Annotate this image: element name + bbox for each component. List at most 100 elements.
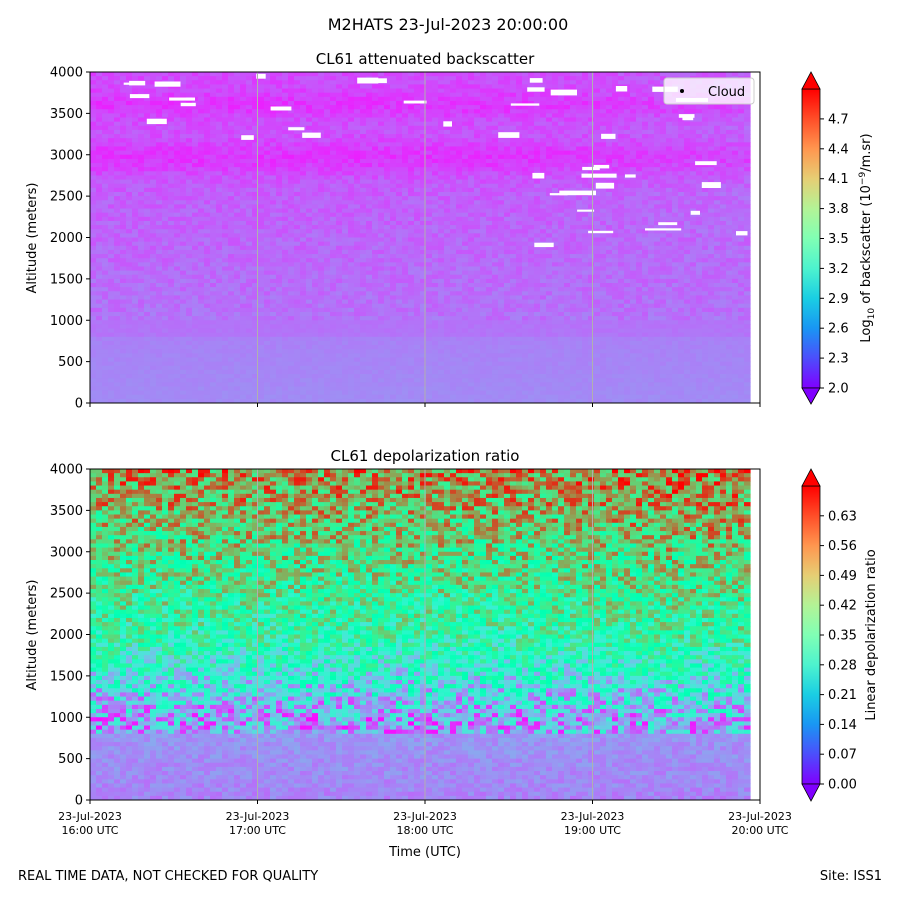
- heatmap-cell: [216, 171, 223, 177]
- heatmap-cell: [132, 200, 139, 205]
- heatmap-cell: [582, 216, 589, 222]
- heatmap-cell: [348, 225, 355, 230]
- heatmap-cell: [486, 134, 493, 139]
- heatmap-cell: [684, 72, 691, 77]
- heatmap-cell: [186, 225, 193, 230]
- heatmap-cell: [114, 212, 121, 218]
- heatmap-cell: [546, 249, 553, 255]
- heatmap-cell: [180, 216, 187, 222]
- heatmap-cell: [636, 196, 643, 201]
- heatmap-cell: [228, 200, 235, 205]
- heatmap-cell: [378, 183, 385, 189]
- heatmap-cell: [654, 80, 661, 86]
- heatmap-cell: [744, 196, 751, 201]
- heatmap-cell: [306, 154, 313, 160]
- heatmap-cell: [666, 121, 673, 127]
- heatmap-cell: [642, 175, 649, 181]
- heatmap-cell: [180, 92, 187, 98]
- heatmap-cell: [288, 183, 295, 189]
- heatmap-cell: [474, 200, 481, 205]
- heatmap-cell: [186, 237, 193, 243]
- heatmap-cell: [264, 175, 271, 181]
- heatmap-cell: [396, 146, 403, 152]
- heatmap-cell: [396, 254, 403, 259]
- heatmap-cell: [240, 88, 247, 94]
- heatmap-cell: [342, 125, 349, 131]
- heatmap-cell: [336, 158, 343, 164]
- heatmap-cell: [648, 237, 655, 243]
- heatmap-cell: [570, 179, 577, 185]
- heatmap-cell: [612, 117, 619, 123]
- heatmap-cell: [516, 249, 523, 255]
- heatmap-cell: [258, 196, 265, 201]
- heatmap-cell: [192, 237, 199, 243]
- heatmap-cell: [426, 113, 433, 119]
- heatmap-cell: [546, 154, 553, 160]
- heatmap-cell: [354, 150, 361, 156]
- heatmap-cell: [390, 92, 397, 98]
- heatmap-cell: [660, 100, 667, 106]
- heatmap-cell: [708, 167, 715, 172]
- heatmap-cell: [198, 220, 205, 226]
- heatmap-cell: [744, 187, 751, 193]
- heatmap-cell: [342, 171, 349, 177]
- heatmap-cell: [564, 105, 571, 110]
- heatmap-cell: [312, 100, 319, 106]
- heatmap-cell: [438, 142, 445, 148]
- heatmap-cell: [300, 233, 307, 239]
- heatmap-cell: [342, 233, 349, 239]
- heatmap-cell: [132, 233, 139, 239]
- heatmap-cell: [306, 84, 313, 90]
- heatmap-cell: [708, 191, 715, 197]
- heatmap-cell: [684, 171, 691, 177]
- heatmap-cell: [402, 92, 409, 98]
- heatmap-cell: [462, 249, 469, 255]
- heatmap-cell: [660, 175, 667, 181]
- heatmap-cell: [660, 204, 667, 210]
- heatmap-cell: [144, 233, 151, 239]
- heatmap-cell: [522, 158, 529, 164]
- heatmap-cell: [282, 163, 289, 168]
- heatmap-cell: [174, 241, 181, 247]
- heatmap-cell: [432, 200, 439, 205]
- heatmap-cell: [276, 80, 283, 86]
- heatmap-cell: [504, 212, 511, 218]
- heatmap-cell: [420, 138, 427, 143]
- heatmap-cell: [534, 249, 541, 255]
- heatmap-cell: [522, 84, 529, 90]
- heatmap-cell: [150, 216, 157, 222]
- heatmap-cell: [456, 138, 463, 143]
- heatmap-cell: [312, 163, 319, 168]
- heatmap-cell: [588, 196, 595, 201]
- heatmap-cell: [744, 72, 751, 77]
- heatmap-cell: [420, 121, 427, 127]
- heatmap-cell: [348, 245, 355, 251]
- heatmap-cell: [378, 171, 385, 177]
- heatmap-cell: [684, 241, 691, 247]
- heatmap-cell: [204, 233, 211, 239]
- heatmap-cell: [222, 92, 229, 98]
- heatmap-cell: [186, 249, 193, 255]
- heatmap-cell: [588, 254, 595, 259]
- heatmap-cell: [216, 208, 223, 214]
- heatmap-cell: [204, 100, 211, 106]
- heatmap-cell: [474, 171, 481, 177]
- heatmap-cell: [114, 204, 121, 210]
- heatmap-cell: [216, 196, 223, 201]
- heatmap-cell: [528, 187, 535, 193]
- heatmap-cell: [108, 233, 115, 239]
- heatmap-cell: [282, 204, 289, 210]
- heatmap-cell: [378, 109, 385, 114]
- heatmap-cell: [162, 109, 169, 114]
- heatmap-cell: [618, 117, 625, 123]
- heatmap-cell: [246, 191, 253, 197]
- heatmap-cell: [624, 88, 631, 94]
- heatmap-cell: [720, 179, 727, 185]
- heatmap-cell: [330, 179, 337, 185]
- heatmap-cell: [390, 88, 397, 94]
- heatmap-cell: [588, 163, 595, 168]
- heatmap-cell: [732, 109, 739, 114]
- heatmap-cell: [258, 191, 265, 197]
- heatmap-cell: [366, 245, 373, 251]
- heatmap-cell: [630, 142, 637, 148]
